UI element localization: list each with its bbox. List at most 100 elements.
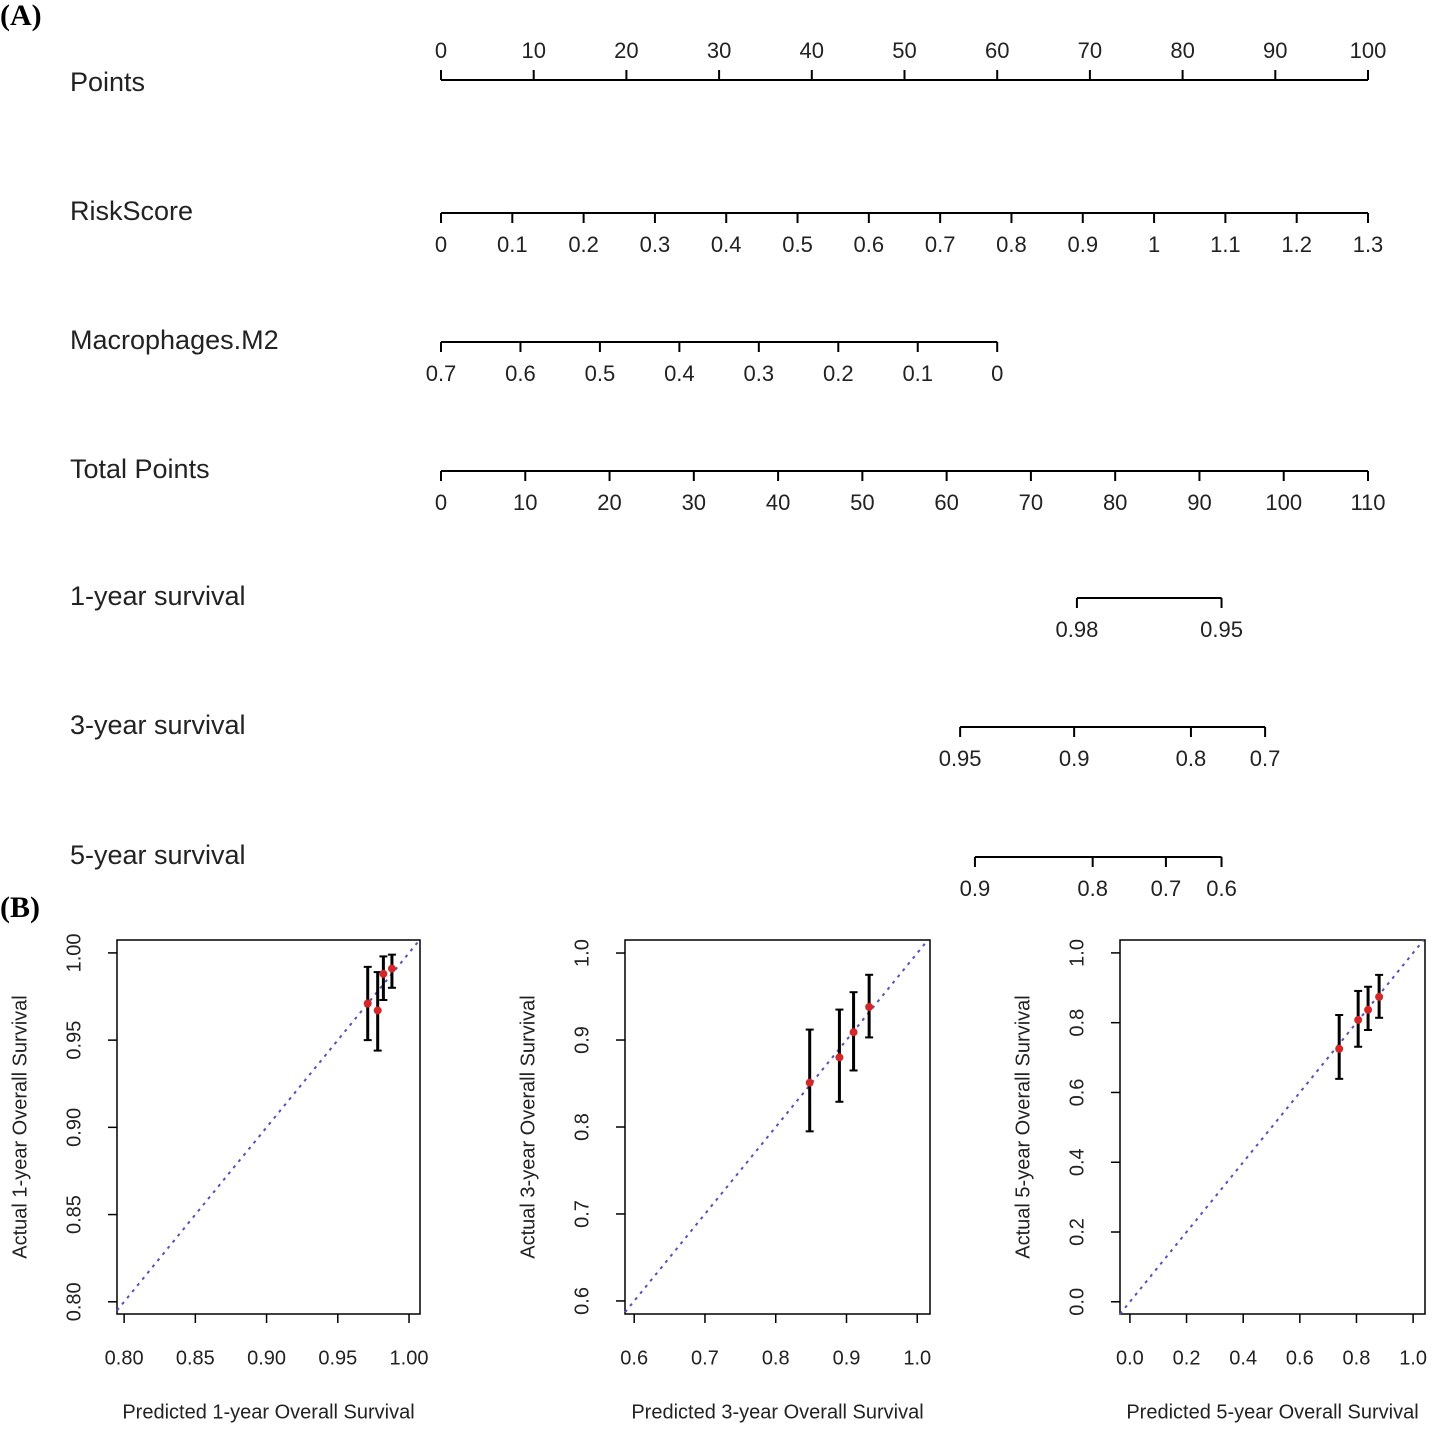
x-tick-label: 1.0 [903, 1347, 931, 1369]
tick-label: 10 [521, 38, 545, 63]
row-label: 5-year survival [70, 840, 246, 870]
tick-label: 50 [892, 38, 916, 63]
x-tick-label: 0.85 [176, 1347, 215, 1369]
reference-line [116, 939, 421, 1312]
calibration-point [1364, 1005, 1373, 1014]
tick-label: 100 [1350, 38, 1387, 63]
x-axis-label: Predicted 1-year Overall Survival [122, 1401, 414, 1423]
y-axis-label: Actual 3-year Overall Survival [517, 995, 539, 1258]
panel-label: (B) [0, 891, 40, 924]
tick-label: 0.95 [1200, 617, 1243, 642]
tick-label: 0 [991, 361, 1003, 386]
tick-label: 1.2 [1281, 232, 1312, 257]
x-tick-label: 0.6 [1286, 1347, 1314, 1369]
tick-label: 60 [934, 490, 958, 515]
y-tick-label: 0.9 [571, 1026, 593, 1054]
tick-label: 0.3 [744, 361, 775, 386]
y-tick-label: 1.00 [63, 933, 85, 972]
tick-label: 20 [597, 490, 621, 515]
tick-label: 0.9 [960, 876, 991, 901]
x-tick-label: 0.4 [1229, 1347, 1257, 1369]
row-label: 1-year survival [70, 581, 246, 611]
tick-label: 0.8 [1176, 746, 1207, 771]
tick-label: 0.98 [1056, 617, 1099, 642]
calibration-point [835, 1053, 844, 1062]
x-tick-label: 0.90 [247, 1347, 286, 1369]
tick-label: 0.5 [585, 361, 616, 386]
x-tick-label: 0.7 [691, 1347, 719, 1369]
y-tick-label: 0.95 [63, 1021, 85, 1060]
row-label: Points [70, 67, 145, 97]
y-tick-label: 0.8 [1066, 1009, 1088, 1037]
tick-label: 0.2 [823, 361, 854, 386]
calibration-point [1354, 1015, 1363, 1024]
tick-label: 1.1 [1210, 232, 1241, 257]
tick-label: 90 [1187, 490, 1211, 515]
tick-label: 0.6 [505, 361, 536, 386]
tick-label: 0.8 [1077, 876, 1108, 901]
y-tick-label: 0.7 [571, 1200, 593, 1228]
tick-label: 80 [1170, 38, 1194, 63]
reference-line [624, 939, 929, 1313]
x-tick-label: 0.2 [1173, 1347, 1201, 1369]
tick-label: 80 [1103, 490, 1127, 515]
x-tick-label: 0.95 [318, 1347, 357, 1369]
tick-label: 10 [513, 490, 537, 515]
y-tick-label: 0.2 [1066, 1218, 1088, 1246]
tick-label: 0.7 [426, 361, 457, 386]
x-axis-label: Predicted 3-year Overall Survival [631, 1401, 923, 1423]
tick-label: 0.9 [1059, 746, 1090, 771]
plot-frame [116, 939, 421, 1315]
y-tick-label: 0.85 [63, 1195, 85, 1234]
y-tick-label: 1.0 [1066, 939, 1088, 967]
tick-label: 1 [1148, 232, 1160, 257]
tick-label: 0.7 [925, 232, 956, 257]
row-label: RiskScore [70, 196, 193, 226]
y-tick-label: 1.0 [571, 939, 593, 967]
tick-label: 30 [707, 38, 731, 63]
calibration-point [805, 1078, 814, 1087]
tick-label: 110 [1350, 490, 1385, 515]
row-label: 3-year survival [70, 710, 246, 740]
tick-label: 90 [1263, 38, 1287, 63]
tick-label: 0.9 [1067, 232, 1098, 257]
calibration-point [363, 999, 372, 1008]
tick-label: 70 [1019, 490, 1043, 515]
tick-label: 0.3 [640, 232, 671, 257]
x-tick-label: 0.0 [1116, 1347, 1144, 1369]
calibration-point [865, 1002, 874, 1011]
y-tick-label: 0.0 [1066, 1288, 1088, 1316]
calibration-point [373, 1006, 382, 1015]
calibration-point [1375, 992, 1384, 1001]
reference-line [1119, 939, 1425, 1315]
y-tick-label: 0.6 [571, 1287, 593, 1315]
tick-label: 60 [985, 38, 1009, 63]
y-axis-label: Actual 5-year Overall Survival [1012, 995, 1034, 1258]
x-tick-label: 0.8 [762, 1347, 790, 1369]
tick-label: 0.4 [711, 232, 742, 257]
calibration-point [1335, 1044, 1344, 1053]
plot-frame [624, 939, 931, 1315]
panel-label: (A) [0, 0, 42, 32]
tick-label: 0.7 [1151, 876, 1182, 901]
tick-label: 0.95 [939, 746, 982, 771]
tick-label: 20 [614, 38, 638, 63]
calibration-point [387, 964, 396, 973]
row-label: Macrophages.M2 [70, 325, 279, 355]
x-tick-label: 0.8 [1343, 1347, 1371, 1369]
y-tick-label: 0.90 [63, 1108, 85, 1147]
x-axis-label: Predicted 5-year Overall Survival [1126, 1401, 1418, 1423]
x-tick-label: 0.6 [620, 1347, 648, 1369]
tick-label: 40 [766, 490, 790, 515]
x-tick-label: 0.9 [833, 1347, 861, 1369]
tick-label: 0.1 [497, 232, 528, 257]
tick-label: 0.6 [1206, 876, 1237, 901]
tick-label: 0.1 [902, 361, 933, 386]
x-tick-label: 1.00 [390, 1347, 429, 1369]
plot-frame [1119, 939, 1426, 1315]
x-tick-label: 0.80 [105, 1347, 144, 1369]
tick-label: 0.4 [664, 361, 695, 386]
y-axis-label: Actual 1-year Overall Survival [9, 995, 31, 1258]
y-tick-label: 0.8 [571, 1113, 593, 1141]
